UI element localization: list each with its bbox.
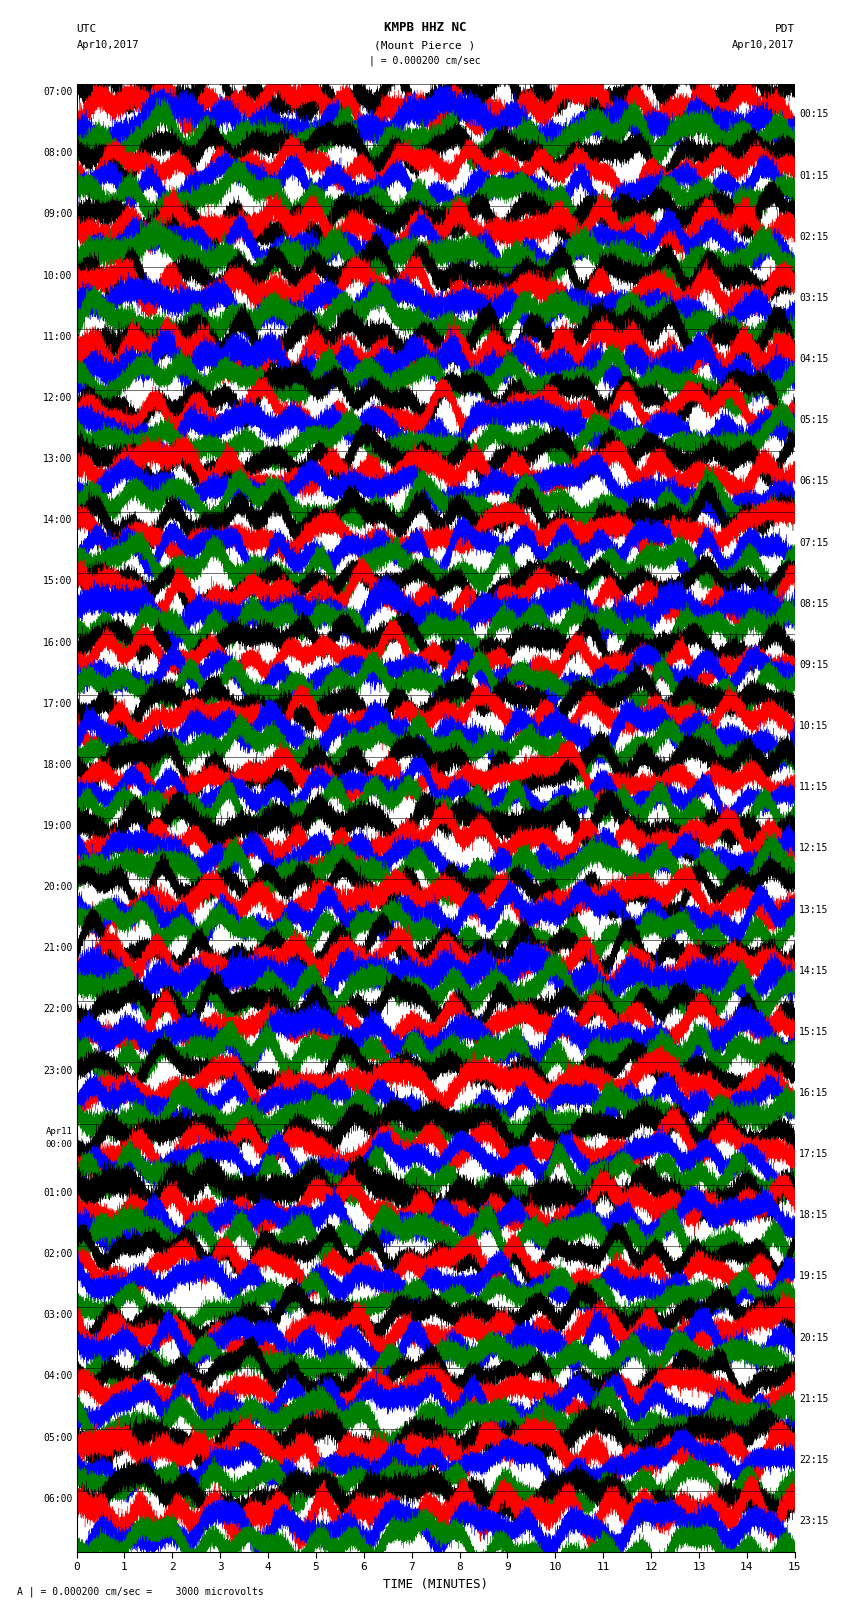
Text: 06:00: 06:00 (42, 1494, 72, 1503)
Text: 21:00: 21:00 (42, 944, 72, 953)
Text: 08:15: 08:15 (799, 598, 829, 608)
Text: 04:15: 04:15 (799, 355, 829, 365)
Text: 01:15: 01:15 (799, 171, 829, 181)
Text: 12:00: 12:00 (42, 394, 72, 403)
Text: 16:15: 16:15 (799, 1089, 829, 1098)
Text: 02:15: 02:15 (799, 232, 829, 242)
Text: 19:00: 19:00 (42, 821, 72, 831)
Text: Apr11: Apr11 (45, 1127, 72, 1136)
Text: 09:15: 09:15 (799, 660, 829, 669)
Text: 10:00: 10:00 (42, 271, 72, 281)
Text: 11:00: 11:00 (42, 332, 72, 342)
Text: 18:15: 18:15 (799, 1210, 829, 1221)
Text: 15:00: 15:00 (42, 576, 72, 587)
Text: Apr10,2017: Apr10,2017 (732, 40, 795, 50)
Text: (Mount Pierce ): (Mount Pierce ) (374, 40, 476, 50)
Text: 02:00: 02:00 (42, 1248, 72, 1260)
Text: 18:00: 18:00 (42, 760, 72, 769)
Text: 06:15: 06:15 (799, 476, 829, 487)
Text: 08:00: 08:00 (42, 148, 72, 158)
Text: 17:00: 17:00 (42, 698, 72, 708)
X-axis label: TIME (MINUTES): TIME (MINUTES) (383, 1578, 488, 1590)
Text: KMPB HHZ NC: KMPB HHZ NC (383, 21, 467, 34)
Text: 00:00: 00:00 (45, 1140, 72, 1148)
Text: 15:15: 15:15 (799, 1027, 829, 1037)
Text: 05:15: 05:15 (799, 415, 829, 426)
Text: 17:15: 17:15 (799, 1148, 829, 1160)
Text: 00:15: 00:15 (799, 110, 829, 119)
Text: 22:15: 22:15 (799, 1455, 829, 1465)
Text: 14:15: 14:15 (799, 966, 829, 976)
Text: 03:15: 03:15 (799, 294, 829, 303)
Text: 22:00: 22:00 (42, 1005, 72, 1015)
Text: UTC: UTC (76, 24, 97, 34)
Text: 07:00: 07:00 (42, 87, 72, 97)
Text: 03:00: 03:00 (42, 1310, 72, 1321)
Text: | = 0.000200 cm/sec: | = 0.000200 cm/sec (369, 55, 481, 66)
Text: 23:15: 23:15 (799, 1516, 829, 1526)
Text: PDT: PDT (774, 24, 795, 34)
Text: 07:15: 07:15 (799, 537, 829, 547)
Text: 10:15: 10:15 (799, 721, 829, 731)
Text: 20:15: 20:15 (799, 1332, 829, 1342)
Text: 04:00: 04:00 (42, 1371, 72, 1381)
Text: 21:15: 21:15 (799, 1394, 829, 1403)
Text: 20:00: 20:00 (42, 882, 72, 892)
Text: 12:15: 12:15 (799, 844, 829, 853)
Text: 01:00: 01:00 (42, 1187, 72, 1198)
Text: 09:00: 09:00 (42, 210, 72, 219)
Text: 11:15: 11:15 (799, 782, 829, 792)
Text: Apr10,2017: Apr10,2017 (76, 40, 139, 50)
Text: 19:15: 19:15 (799, 1271, 829, 1281)
Text: 13:00: 13:00 (42, 455, 72, 465)
Text: 05:00: 05:00 (42, 1432, 72, 1442)
Text: 23:00: 23:00 (42, 1066, 72, 1076)
Text: 16:00: 16:00 (42, 637, 72, 647)
Text: A | = 0.000200 cm/sec =    3000 microvolts: A | = 0.000200 cm/sec = 3000 microvolts (17, 1586, 264, 1597)
Text: 14:00: 14:00 (42, 515, 72, 526)
Text: 13:15: 13:15 (799, 905, 829, 915)
